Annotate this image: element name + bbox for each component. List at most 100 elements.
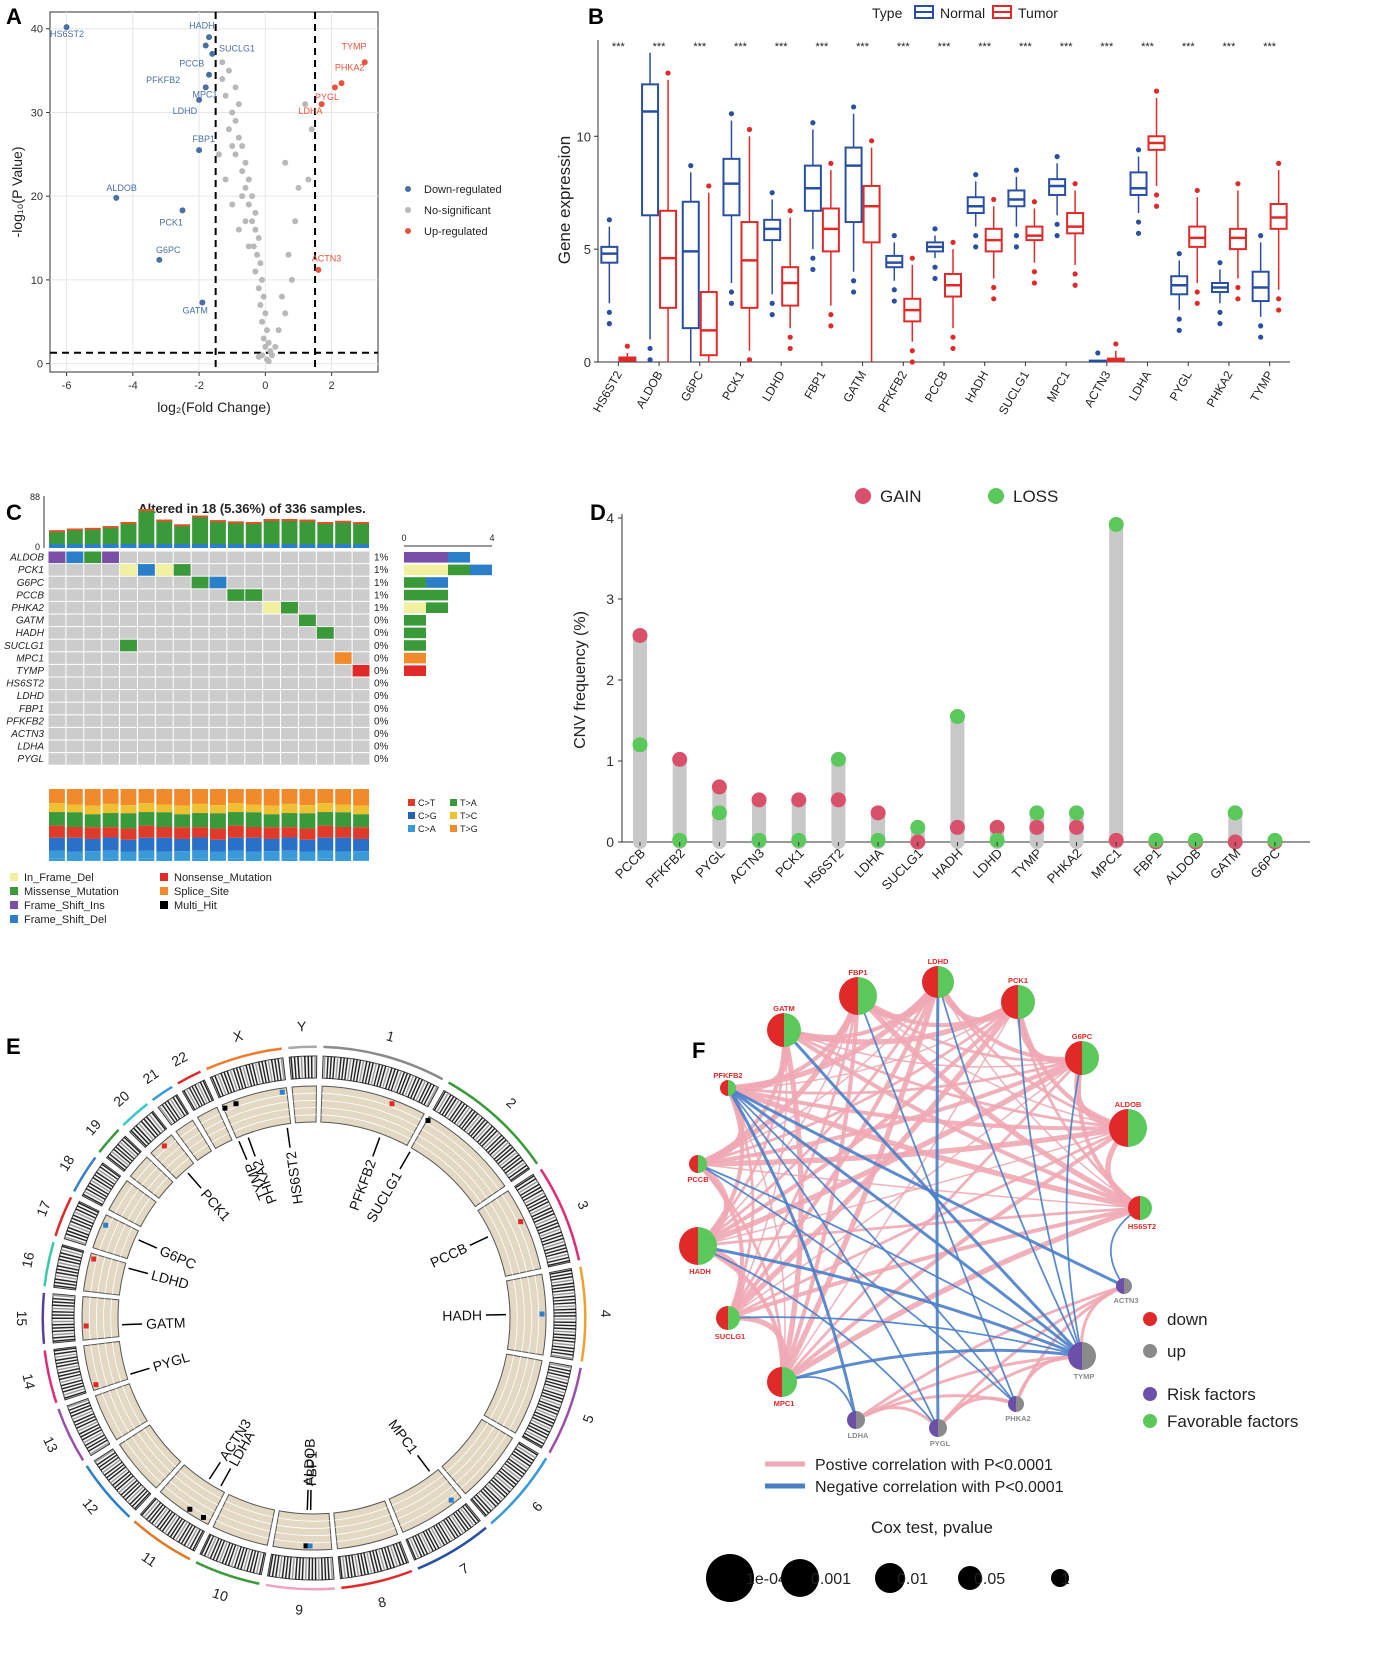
- x-tick-label: PCCB: [612, 846, 648, 882]
- oncoplot-cell: [192, 602, 209, 614]
- oncoplot-cell: [210, 665, 227, 677]
- oncoplot-cell: [335, 552, 352, 564]
- tmb-bar-segment: [282, 519, 298, 521]
- chromosome-color-arc: [177, 1071, 201, 1085]
- oncoplot-cell: [210, 690, 227, 702]
- node-right-half: [938, 966, 954, 998]
- gene-row-pct: 1%: [374, 553, 389, 564]
- gene-label: LDHD: [150, 1267, 191, 1292]
- outlier-point: [950, 335, 955, 340]
- oncoplot-cell: [299, 552, 316, 564]
- box: [864, 186, 880, 242]
- tmb-bar-segment: [103, 544, 119, 548]
- titv-segment: [103, 813, 119, 827]
- tmb-bar: [282, 519, 298, 548]
- chromosome-label: 20: [110, 1087, 132, 1109]
- titv-segment: [228, 789, 244, 803]
- outlier-point: [688, 163, 693, 168]
- node-label: GATM: [773, 1004, 795, 1013]
- panel-label-e: E: [6, 1034, 21, 1059]
- ns-point: [256, 354, 262, 360]
- oncoplot-cell: [156, 753, 173, 765]
- oncoplot-cell: [192, 627, 209, 639]
- titv-segment: [264, 814, 280, 827]
- y-tick-label: 40: [31, 24, 43, 36]
- oncoplot-cell: [281, 577, 298, 589]
- gene-marker: [518, 1219, 523, 1224]
- tmb-bar-segment: [156, 520, 172, 522]
- oncoplot-cell: [49, 715, 66, 727]
- inner-track: [222, 1088, 291, 1138]
- oncoplot-cell: [317, 602, 334, 614]
- oncoplot-cell: [281, 627, 298, 639]
- outlier-point: [1014, 168, 1019, 173]
- chromosome-color-arc: [579, 1266, 586, 1361]
- variant-legend-label: Multi_Hit: [174, 900, 217, 912]
- tmb-bar-segment: [192, 516, 208, 518]
- oncoplot-cell: [263, 589, 280, 601]
- gene-row-label: FBP1: [19, 704, 44, 715]
- titv-segment: [174, 827, 190, 839]
- gene-point-label: LDHA: [298, 106, 322, 116]
- oncoplot-cell: [66, 690, 83, 702]
- gene-label: PCK1: [198, 1186, 234, 1224]
- chromosome-color-arc: [288, 1046, 317, 1050]
- oncoplot-cell: [210, 589, 227, 601]
- gene-marker: [187, 1507, 192, 1512]
- legend-line-label: Postive correlation with P<0.0001: [815, 1457, 1053, 1474]
- oncoplot-cell: [49, 753, 66, 765]
- titv-segment: [49, 838, 65, 851]
- x-tick-label: SUCLG1: [996, 368, 1032, 417]
- oncoplot-cell: [353, 602, 370, 614]
- oncoplot-cell: [192, 640, 209, 652]
- titv-segment: [192, 851, 208, 859]
- oncoplot-cell: [317, 678, 334, 690]
- oncoplot-cell: [245, 552, 262, 564]
- gene-label: FBP1: [303, 1451, 320, 1487]
- oncoplot-cell: [192, 753, 209, 765]
- oncoplot-cell: [49, 728, 66, 740]
- ns-point: [226, 68, 232, 74]
- titv-legend-label: C>G: [418, 811, 437, 821]
- tmb-bar: [210, 520, 226, 548]
- oncoplot-cell: [84, 627, 101, 639]
- x-tick-label: MPC1: [1088, 846, 1124, 882]
- titv-segment: [85, 814, 101, 827]
- titv-segment: [85, 851, 101, 860]
- variant-legend-key: [10, 901, 18, 909]
- oncoplot-cell: [335, 589, 352, 601]
- ns-point: [264, 327, 270, 333]
- gene-point-label: PHKA2: [335, 63, 365, 73]
- ns-point: [279, 294, 285, 300]
- oncoplot-cell: [263, 640, 280, 652]
- oncoplot-cell: [156, 577, 173, 589]
- x-tick-label: HADH: [962, 369, 991, 405]
- titv-segment: [210, 813, 226, 828]
- oncoplot-cell: [49, 703, 66, 715]
- chromosome-label: 6: [528, 1498, 545, 1514]
- gene-point-label: HADH: [189, 21, 215, 31]
- oncoplot-cell: [120, 652, 137, 664]
- titv-segment: [192, 859, 208, 861]
- gene-bar-segment: [404, 628, 426, 639]
- mutation-cell: [66, 552, 83, 564]
- oncoplot-cell: [174, 640, 191, 652]
- gene-label: PYGL: [151, 1348, 192, 1374]
- oncoplot-cell: [174, 577, 191, 589]
- significance-mark: ***: [1060, 41, 1074, 53]
- oncoplot-cell: [120, 741, 137, 753]
- oncoplot-cell: [66, 728, 83, 740]
- y-tick-label: 4: [606, 510, 614, 526]
- outlier-point: [869, 138, 874, 143]
- oncoplot-cell: [84, 602, 101, 614]
- oncoplot-cell: [120, 615, 137, 627]
- chromosome-label: 18: [56, 1152, 78, 1174]
- outlier-point: [1055, 222, 1060, 227]
- titv-segment: [121, 829, 137, 840]
- chromosome-label: 13: [40, 1434, 61, 1455]
- titv-segment: [282, 859, 298, 861]
- oncoplot-cell: [281, 615, 298, 627]
- y-tick-label: 3: [606, 591, 614, 607]
- gain-point: [1029, 820, 1044, 835]
